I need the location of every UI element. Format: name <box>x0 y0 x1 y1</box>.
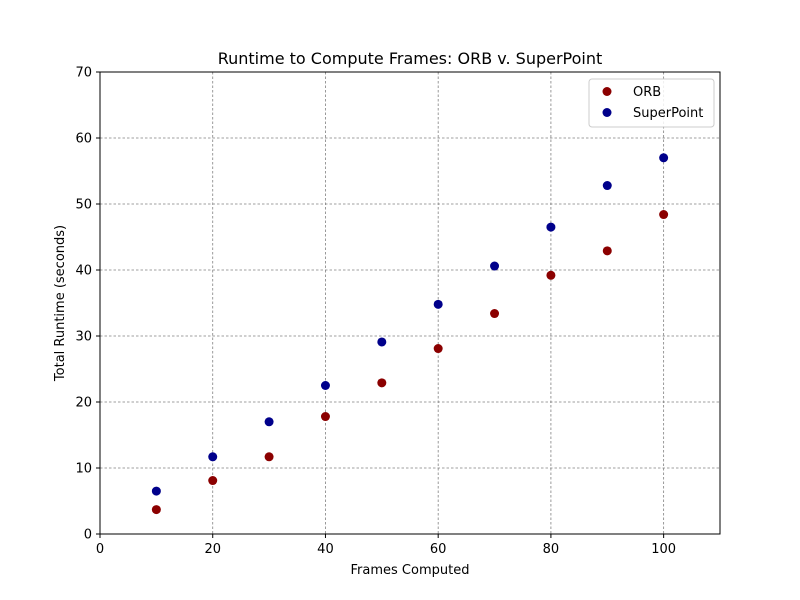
y-tick-label: 40 <box>75 264 92 279</box>
y-tick-label: 70 <box>75 66 92 81</box>
legend: ORB SuperPoint <box>588 78 715 128</box>
x-tick-label: 100 <box>651 542 676 557</box>
data-point <box>433 344 443 354</box>
legend-items: ORB SuperPoint <box>602 85 703 121</box>
x-tick-label: 60 <box>430 542 447 557</box>
y-tick-label: 50 <box>75 198 92 213</box>
series-superpoint <box>151 153 669 496</box>
y-axis-label: Total Runtime (seconds) <box>53 225 68 382</box>
legend-label: ORB <box>633 85 661 100</box>
data-point <box>208 452 218 462</box>
data-point <box>659 153 669 163</box>
series-layer <box>151 153 669 515</box>
data-point <box>546 222 556 232</box>
legend-marker <box>602 87 612 96</box>
data-point <box>490 309 500 319</box>
x-axis: 0 20 40 60 80 100 <box>96 534 676 557</box>
data-point <box>320 412 330 422</box>
y-tick-label: 10 <box>75 462 92 477</box>
data-point <box>264 417 274 427</box>
chart-title: Runtime to Compute Frames: ORB v. SuperP… <box>218 49 603 68</box>
data-point <box>320 381 330 390</box>
y-tick-label: 60 <box>75 132 92 147</box>
data-point <box>208 476 218 486</box>
plot-frame <box>99 71 721 535</box>
series-orb <box>151 210 669 515</box>
data-point <box>264 452 274 462</box>
data-point <box>602 246 612 256</box>
plot-area <box>99 71 721 535</box>
y-axis: 0 10 20 30 40 50 60 70 <box>75 66 100 543</box>
legend-label: SuperPoint <box>633 106 703 121</box>
data-point <box>377 378 387 388</box>
data-point <box>433 299 443 309</box>
x-tick-label: 0 <box>96 542 104 557</box>
data-point <box>602 181 612 191</box>
x-tick-label: 40 <box>317 542 334 557</box>
legend-item: SuperPoint <box>602 106 703 121</box>
y-tick-label: 30 <box>75 330 92 345</box>
x-tick-label: 80 <box>543 542 560 557</box>
x-tick-label: 20 <box>204 542 221 557</box>
legend-marker <box>602 108 612 117</box>
data-point <box>377 337 387 347</box>
data-point <box>659 210 669 220</box>
legend-item: ORB <box>602 85 661 100</box>
data-point <box>546 270 556 280</box>
legend-box <box>588 78 715 128</box>
plot-background <box>100 72 720 534</box>
data-point <box>151 505 161 515</box>
y-tick-label: 0 <box>84 528 92 543</box>
data-point <box>490 261 500 271</box>
x-axis-label: Frames Computed <box>351 563 470 578</box>
data-point <box>151 486 161 496</box>
y-tick-label: 20 <box>75 396 92 411</box>
